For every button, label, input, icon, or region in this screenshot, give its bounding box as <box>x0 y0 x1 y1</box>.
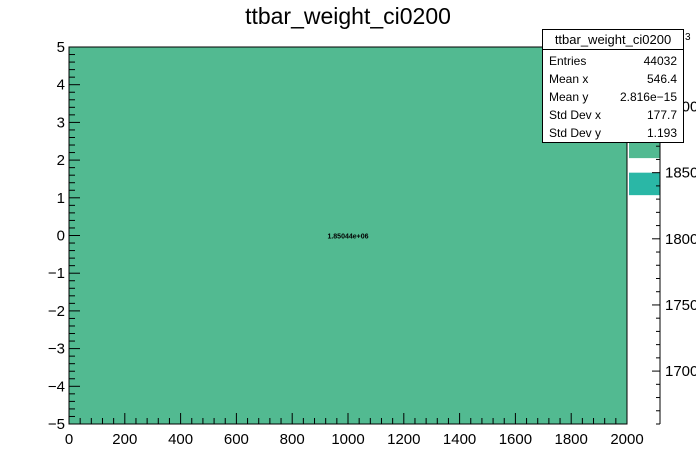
stats-value: 177.7 <box>646 108 677 122</box>
stats-value: 44032 <box>643 54 677 68</box>
y-tick-label: 1 <box>57 190 65 207</box>
x-tick-label: 1000 <box>331 431 364 448</box>
y-tick-label: 3 <box>57 114 65 131</box>
stats-row: Std Dev y 1.193 <box>549 124 677 142</box>
y-tick-label: −4 <box>48 378 65 395</box>
stats-key: Std Dev x <box>549 108 602 122</box>
x-tick-label: 1800 <box>555 431 588 448</box>
y-tick-label: 4 <box>57 77 65 94</box>
x-tick-label: 2000 <box>610 431 643 448</box>
stats-box: ttbar_weight_ci0200 Entries 44032 Mean x… <box>542 29 684 143</box>
stats-key: Mean y <box>549 90 589 104</box>
stats-row: Mean y 2.816e−15 <box>549 88 677 106</box>
y-tick-label: −3 <box>48 341 65 358</box>
stats-row: Std Dev x 177.7 <box>549 106 677 124</box>
stats-key: Mean x <box>549 72 589 86</box>
y-tick-label: −5 <box>48 416 65 433</box>
heatmap-cell <box>69 47 627 424</box>
x-tick-label: 1600 <box>499 431 532 448</box>
stats-key: Std Dev y <box>549 126 602 140</box>
stats-value: 2.816e−15 <box>619 90 677 104</box>
stats-title: ttbar_weight_ci0200 <box>543 30 683 50</box>
colorbar-tick-label: 1700 <box>665 363 696 380</box>
colorbar-tick-label: 1800 <box>665 231 696 248</box>
y-tick-label: 2 <box>57 152 65 169</box>
x-tick-label: 1200 <box>387 431 420 448</box>
x-tick-label: 400 <box>168 431 193 448</box>
x-tick-label: 1400 <box>443 431 476 448</box>
stats-value: 546.4 <box>646 72 677 86</box>
stats-value: 1.193 <box>646 126 677 140</box>
y-tick-label: −1 <box>48 265 65 282</box>
y-tick-label: 0 <box>57 228 65 245</box>
x-tick-label: 800 <box>280 431 305 448</box>
x-tick-label: 0 <box>65 431 73 448</box>
colorbar-tick-label: 1750 <box>665 297 696 314</box>
cell-value-label: 1.85044e+06 <box>327 234 368 241</box>
colorbar-exponent: 3 <box>685 32 691 43</box>
x-tick-label: 600 <box>224 431 249 448</box>
stats-row: Mean x 546.4 <box>549 70 677 88</box>
x-tick-label: 200 <box>112 431 137 448</box>
stats-row: Entries 44032 <box>549 52 677 70</box>
chart-title: ttbar_weight_ci0200 <box>245 3 451 29</box>
y-tick-label: −2 <box>48 303 65 320</box>
colorbar-fill <box>629 172 660 196</box>
stats-key: Entries <box>549 54 587 68</box>
y-tick-label: 5 <box>57 39 65 56</box>
colorbar-tick-label: 1850 <box>665 165 696 182</box>
